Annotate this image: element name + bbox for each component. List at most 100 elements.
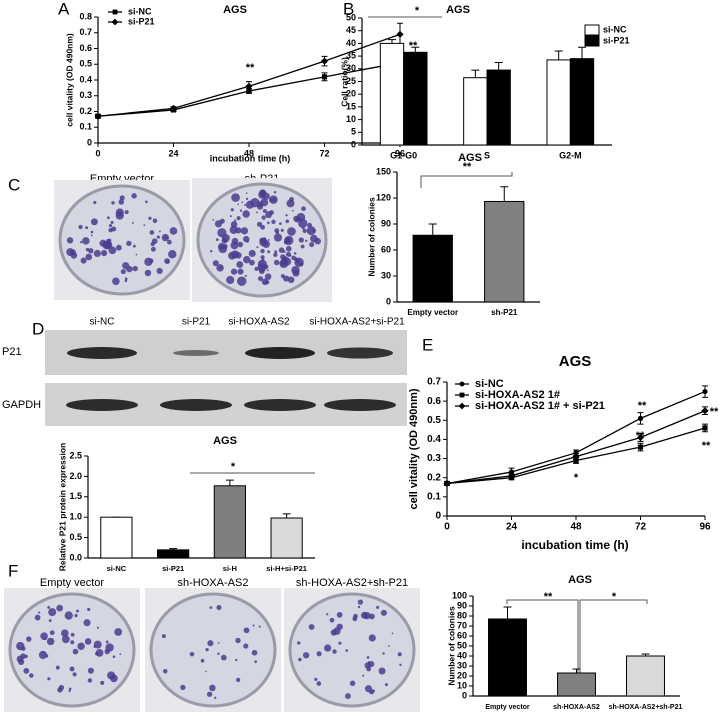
legend-label: si-P21	[128, 16, 155, 26]
y-tick-label: 0.2	[427, 472, 441, 483]
colony	[96, 626, 99, 629]
colony	[61, 629, 69, 637]
colony	[326, 613, 329, 616]
colony	[267, 239, 270, 241]
colony	[287, 276, 295, 284]
colony	[87, 667, 94, 674]
blot-band	[327, 347, 393, 359]
colony	[207, 640, 214, 647]
colony	[237, 268, 244, 275]
error-bar	[494, 61, 503, 71]
bracket	[506, 599, 579, 690]
marker	[321, 74, 328, 80]
colony	[70, 632, 75, 637]
colony	[235, 637, 241, 644]
annotation: *	[415, 5, 420, 17]
bar	[157, 549, 190, 559]
error-bar	[572, 668, 581, 673]
colony	[353, 613, 358, 619]
x-tick-label: sh-HOXA-AS2	[553, 704, 600, 711]
colony	[145, 200, 148, 204]
y-tick-label: 30	[457, 660, 467, 670]
colony	[216, 264, 224, 272]
legend-label: si-NC	[475, 378, 504, 390]
x-tick-label: 96	[395, 148, 405, 158]
colony	[149, 230, 155, 235]
panel-letter: C	[8, 175, 20, 194]
x-axis-label: incubation time (h)	[521, 538, 628, 552]
legend-swatch	[584, 24, 600, 36]
colony	[254, 266, 259, 271]
colony	[243, 627, 250, 634]
colony	[124, 279, 128, 283]
colony	[280, 274, 285, 279]
chart-title: AGS	[223, 4, 247, 16]
colony	[120, 269, 126, 275]
y-axis-label: Number of colonies	[366, 197, 376, 277]
y-tick-label: 50	[457, 640, 467, 650]
y-tick-label: 150	[376, 166, 391, 176]
colony	[338, 641, 342, 645]
colony	[212, 260, 219, 267]
colony	[300, 244, 305, 249]
colony	[17, 646, 19, 648]
legend-swatch	[584, 35, 600, 47]
y-tick-label: 0.6	[79, 43, 92, 53]
colony	[77, 642, 85, 650]
y-tick-label: 0.7	[79, 27, 92, 37]
colony	[258, 625, 261, 628]
bar	[484, 200, 525, 303]
colony	[236, 677, 241, 683]
blot-band	[244, 399, 316, 411]
colony	[100, 680, 105, 685]
colony	[88, 248, 94, 254]
blot-band	[173, 350, 219, 356]
colony	[236, 261, 244, 268]
colony	[236, 216, 241, 221]
colony	[66, 237, 74, 244]
marker	[637, 444, 644, 450]
colony	[93, 249, 101, 258]
colony	[80, 257, 87, 264]
colony	[69, 666, 75, 672]
colony	[244, 274, 247, 278]
plate	[8, 592, 136, 708]
colony	[306, 226, 316, 236]
colony	[273, 252, 278, 257]
colony	[308, 624, 315, 630]
y-tick-label: 35	[346, 50, 356, 60]
colony	[233, 219, 237, 222]
colony	[329, 617, 335, 623]
colony	[85, 226, 89, 230]
colony	[262, 192, 270, 200]
blot-band	[67, 347, 137, 359]
x-tick-label: 96	[699, 522, 711, 533]
colony	[72, 648, 79, 655]
colony	[273, 233, 283, 242]
colony	[261, 278, 269, 286]
colony	[209, 684, 216, 692]
colony	[93, 640, 102, 649]
colony	[20, 653, 26, 659]
colony	[150, 246, 156, 252]
colony	[274, 250, 278, 254]
colony	[280, 228, 284, 232]
colony	[230, 241, 239, 250]
colony	[240, 227, 249, 235]
colony	[118, 199, 125, 205]
colony	[285, 214, 288, 217]
colony	[167, 239, 172, 245]
colony	[221, 234, 230, 243]
colony	[47, 605, 51, 609]
annotation: **	[463, 161, 472, 173]
colony	[345, 693, 351, 700]
colony	[241, 201, 244, 204]
colony	[55, 665, 60, 670]
photo-label: Empty vector	[40, 577, 105, 589]
y-tick-label: 0.4	[427, 434, 441, 445]
colony	[83, 619, 91, 627]
bar	[626, 655, 665, 697]
bar	[488, 618, 527, 697]
bracket	[420, 172, 513, 188]
colony	[302, 652, 310, 659]
